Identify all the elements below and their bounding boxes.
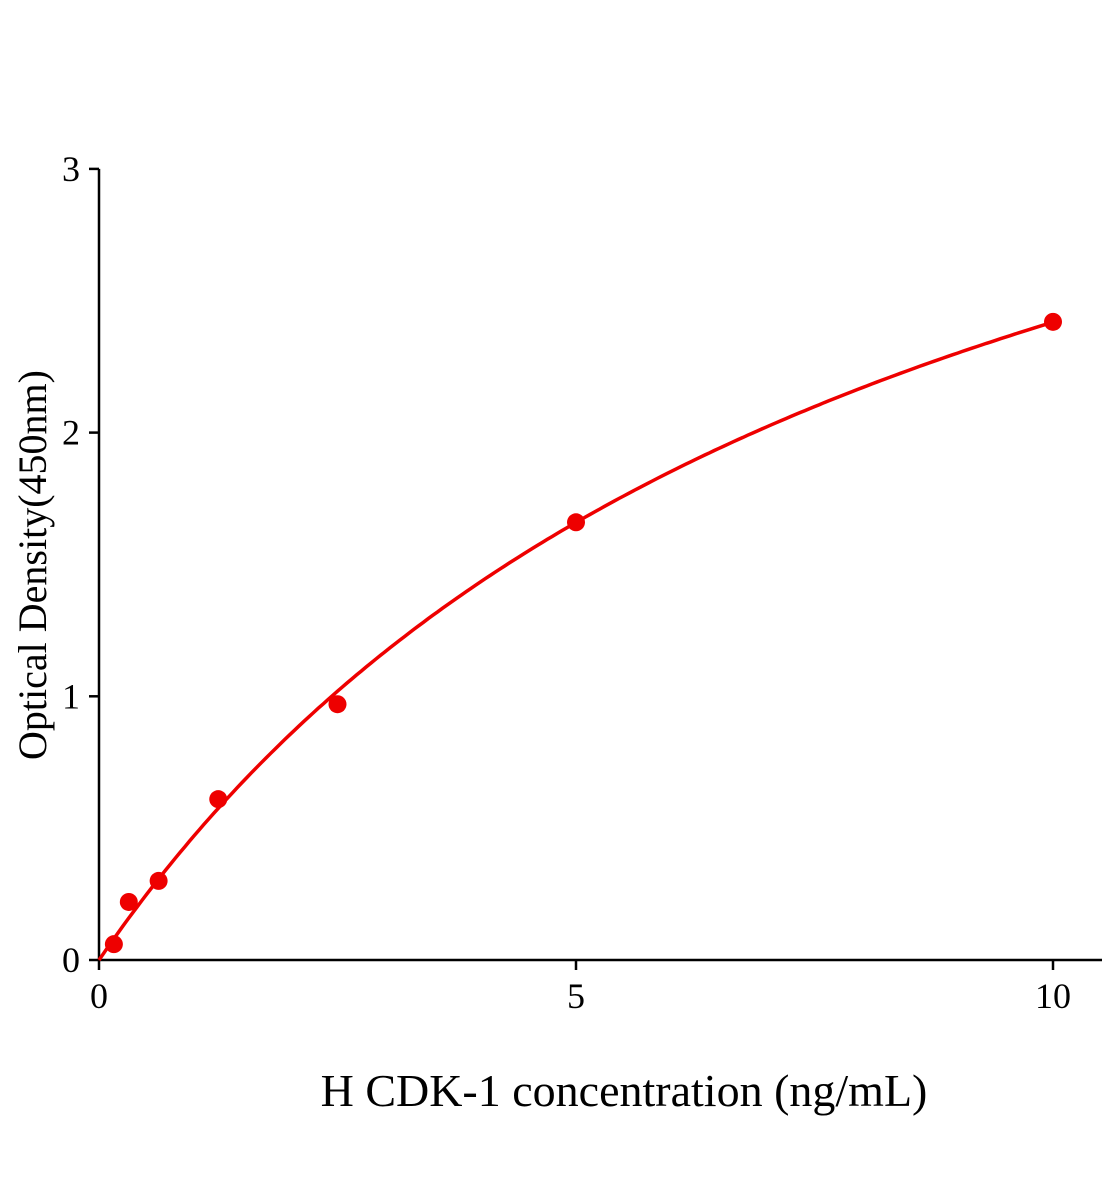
data-point (119, 892, 138, 911)
y-axis-label: Optical Density(450nm) (10, 370, 55, 760)
data-point (104, 935, 123, 954)
data-points (104, 312, 1062, 954)
x-axis-label: H CDK-1 concentration (ng/mL) (321, 1065, 928, 1116)
y-tick-label: 1 (62, 676, 80, 716)
y-tick-label: 3 (62, 149, 80, 189)
data-point (209, 790, 228, 809)
x-tick-label: 5 (567, 976, 585, 1016)
fit-curve (97, 320, 1054, 961)
y-tick-label: 2 (62, 413, 80, 453)
y-tick-label: 0 (62, 940, 80, 980)
axes: 0 5 10 0 1 2 3 (62, 149, 1102, 1016)
data-point (1044, 312, 1062, 331)
data-point (149, 871, 168, 890)
data-point (328, 695, 347, 714)
fit-curve-group (97, 320, 1054, 961)
x-tick-label: 10 (1035, 976, 1071, 1016)
data-point (567, 513, 585, 532)
x-tick-label: 0 (90, 976, 108, 1016)
